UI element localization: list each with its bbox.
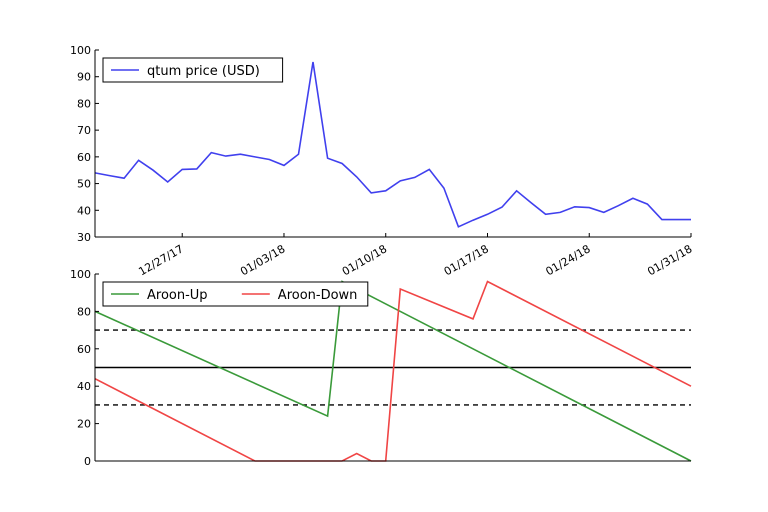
price-chart-x-tick-label: 01/31/18 xyxy=(645,242,694,278)
price-chart-x-tick-label: 12/27/17 xyxy=(136,242,185,278)
aroon-chart-panel: 0 20 40 60 80 100 Aroon-Up Aroon-Down xyxy=(70,268,692,468)
aroon-chart-series xyxy=(94,280,692,462)
price-chart-legend-label: qtum price (USD) xyxy=(147,64,260,79)
price-chart-x-tick-label: 01/03/18 xyxy=(238,242,287,278)
price-chart-y-tick-label: 90 xyxy=(77,71,91,84)
price-chart-legend: qtum price (USD) xyxy=(102,57,284,83)
aroon-chart-ticks: 0 20 40 60 80 100 xyxy=(70,268,99,468)
aroon-chart-y-tick-label: 40 xyxy=(77,380,91,393)
aroon-chart-legend: Aroon-Up Aroon-Down xyxy=(102,281,369,307)
aroon-chart-y-tick-label: 0 xyxy=(84,455,91,468)
aroon-up-series-line xyxy=(94,280,692,462)
price-chart-x-tick-label: 01/17/18 xyxy=(442,242,491,278)
price-chart-series xyxy=(94,61,691,228)
price-chart-axes xyxy=(94,50,691,238)
aroon-chart-legend-box xyxy=(102,281,369,307)
price-chart-y-tick-label: 70 xyxy=(77,124,91,137)
price-chart-y-tick-label: 60 xyxy=(77,151,91,164)
price-chart-x-tick-label: 01/10/18 xyxy=(340,242,389,278)
aroon-chart-legend-label: Aroon-Up xyxy=(147,288,208,303)
price-chart-y-tick-label: 80 xyxy=(77,97,91,110)
price-chart-x-tick-label: 01/24/18 xyxy=(543,242,592,278)
price-chart-panel: 30 40 50 60 70 80 90 100 12/27/17 01/03/18 01/10/1… xyxy=(70,44,695,278)
price-chart-y-tick-label: 40 xyxy=(77,204,91,217)
aroon-chart-y-tick-label: 20 xyxy=(77,418,91,431)
price-chart-y-tick-label: 50 xyxy=(77,178,91,191)
price-chart-y-tick-label: 100 xyxy=(70,44,91,57)
aroon-chart-legend-label: Aroon-Down xyxy=(278,288,358,303)
aroon-chart-axes xyxy=(94,274,691,462)
aroon-chart-y-tick-label: 80 xyxy=(77,305,91,318)
aroon-chart-y-tick-label: 60 xyxy=(77,343,91,356)
price-chart-y-tick-label: 30 xyxy=(77,231,91,244)
aroon-chart-y-tick-label: 100 xyxy=(70,268,91,281)
price-series-line xyxy=(94,61,691,228)
